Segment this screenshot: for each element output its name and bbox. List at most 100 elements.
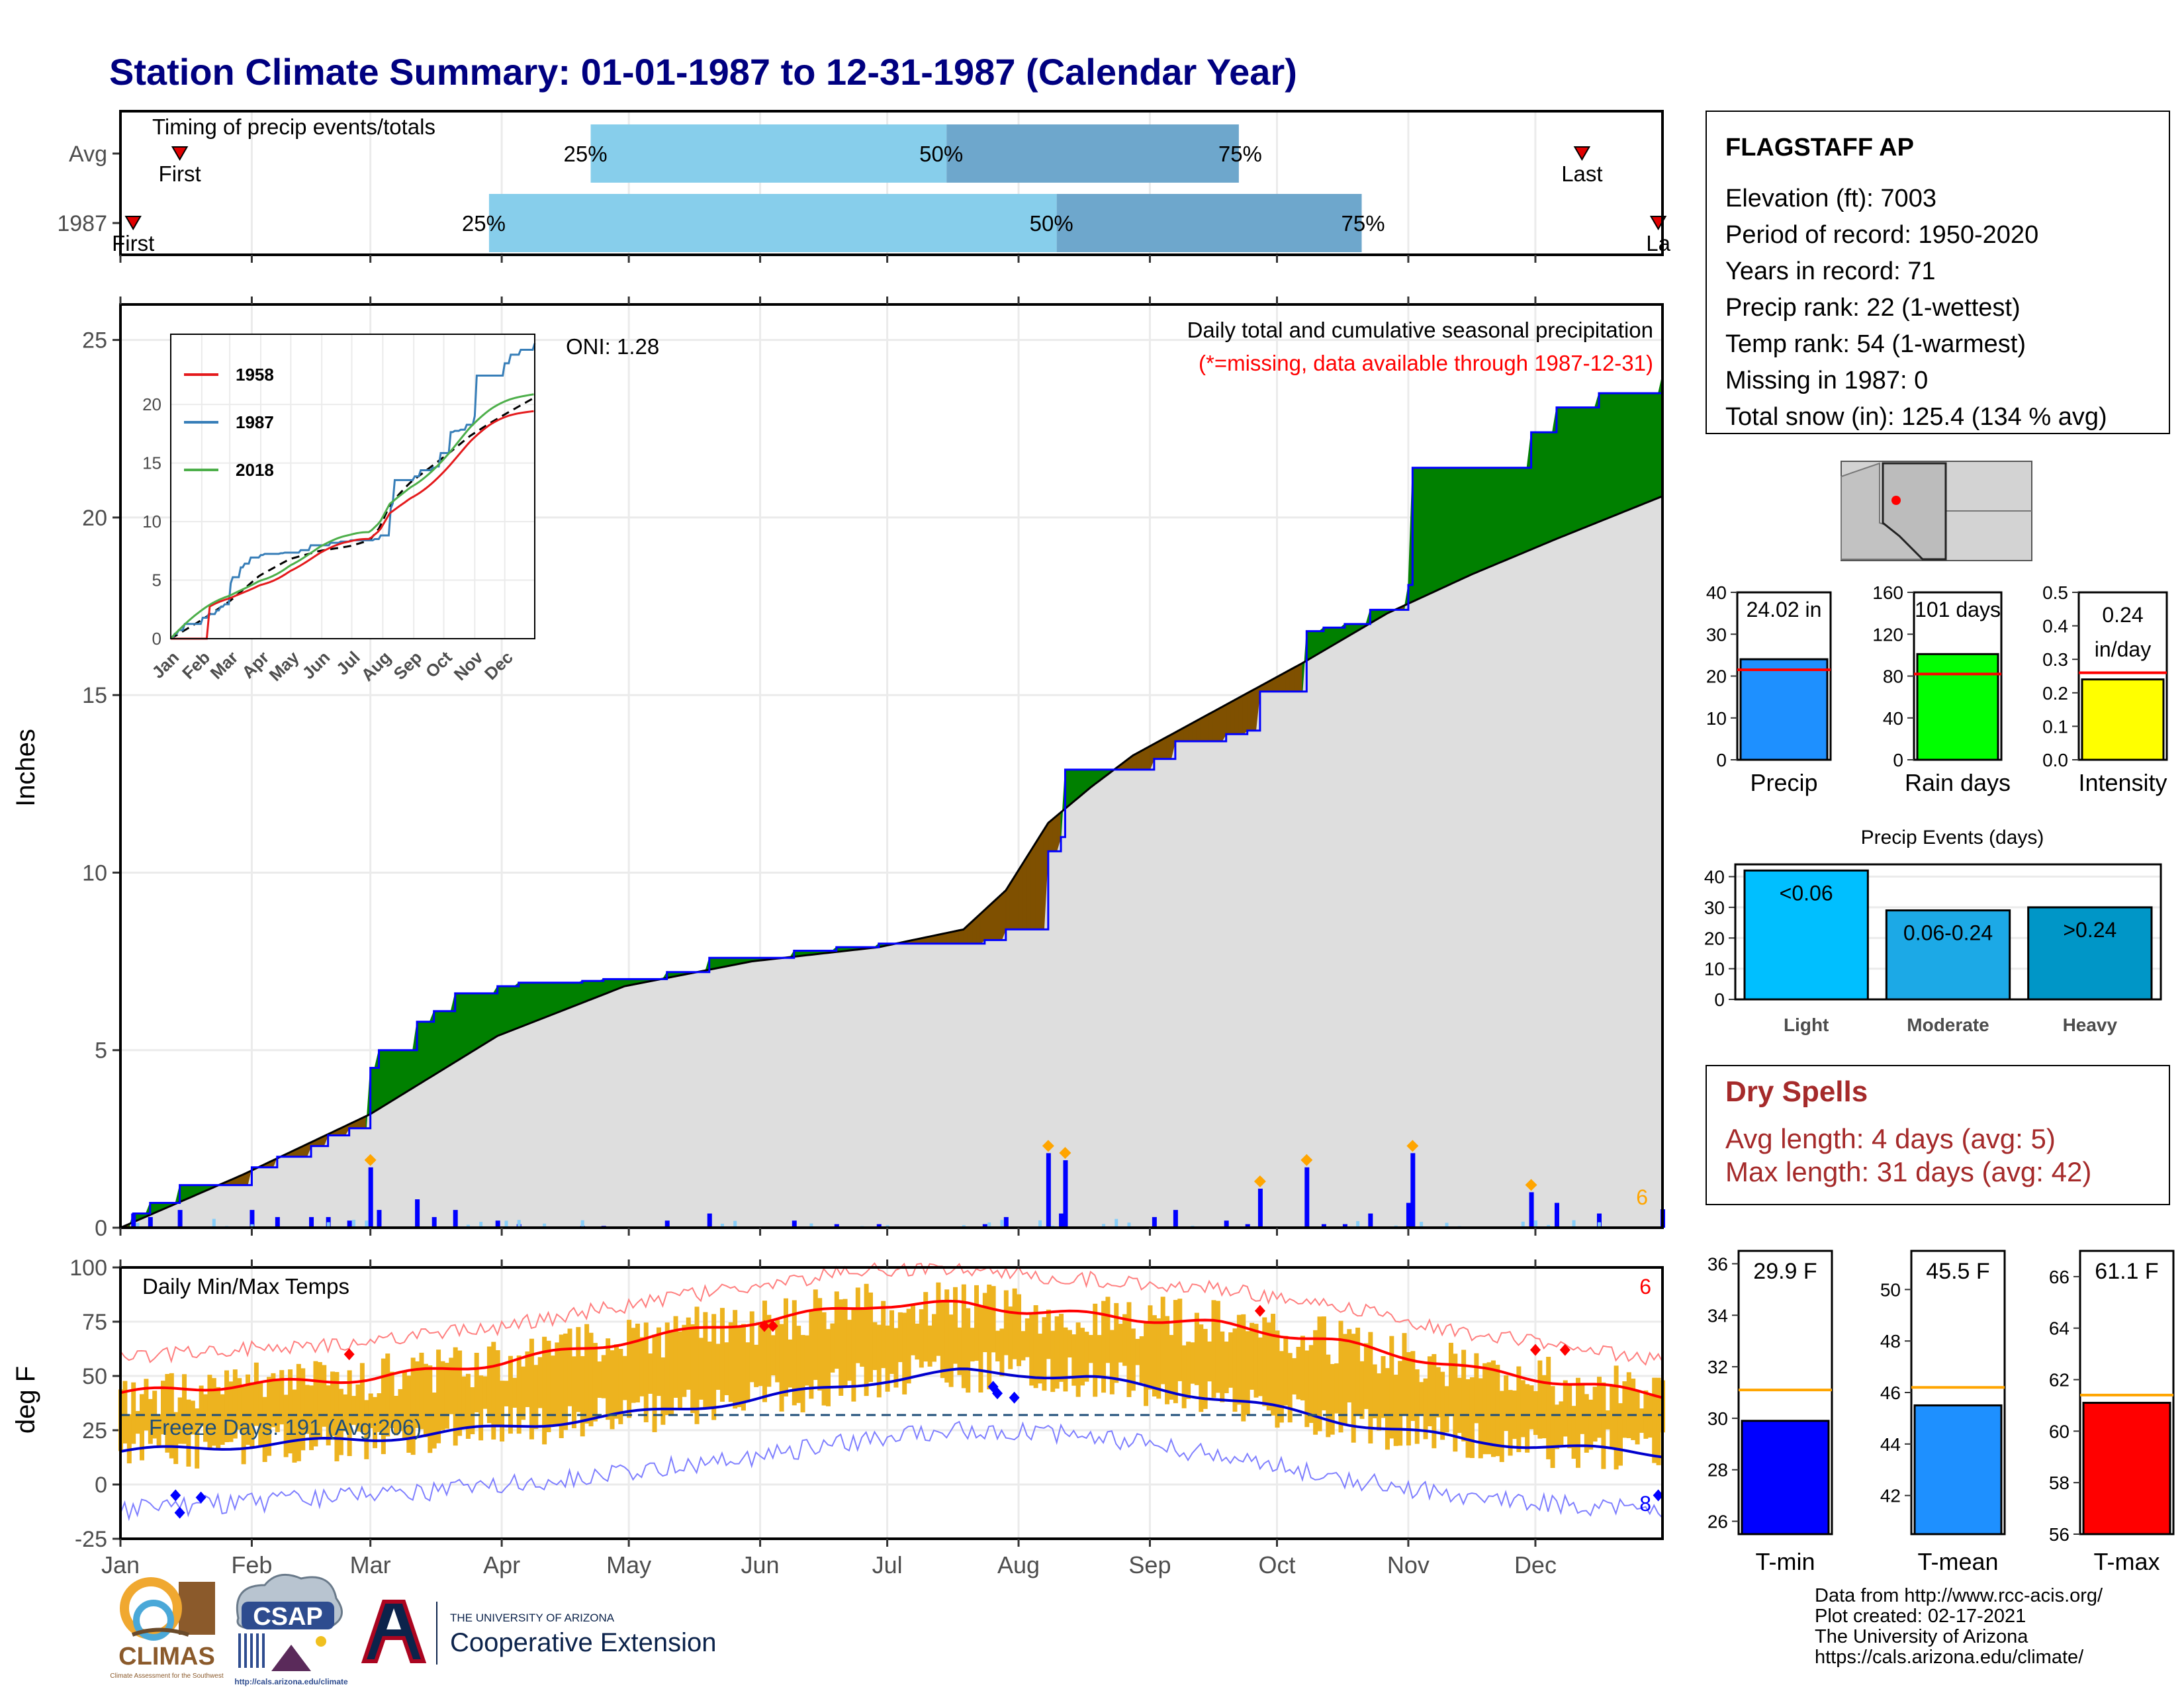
departure-segment [1539, 432, 1543, 546]
temp-summary-bar [1915, 1405, 2001, 1534]
daily-temp-range-bar [610, 1350, 615, 1429]
temp-panel-label: Daily Min/Max Temps [142, 1274, 349, 1299]
departure-segment [489, 993, 493, 1041]
departure-segment [408, 1050, 412, 1091]
events-y-tick: 0 [1714, 989, 1725, 1010]
station-detail-line: Years in record: 71 [1725, 257, 1936, 285]
daily-temp-range-bar [1597, 1377, 1602, 1438]
departure-segment [1480, 468, 1484, 571]
daily-temp-range-bar [140, 1394, 144, 1460]
departure-segment [510, 986, 514, 1031]
daily-temp-range-bar [932, 1314, 936, 1361]
departure-segment [480, 993, 484, 1046]
daily-temp-range-bar [1313, 1330, 1318, 1435]
daily-temp-range-bar [1618, 1403, 1623, 1465]
pct-50-label: 50% [1030, 211, 1073, 236]
daily-temp-range-bar [898, 1312, 903, 1362]
daily-temp-range-bar [1521, 1380, 1525, 1437]
daily-temp-range-bar [1309, 1345, 1314, 1423]
departure-segment [1518, 468, 1522, 555]
departure-segment [549, 983, 553, 1016]
departure-segment [400, 1050, 404, 1096]
daily-temp-range-bar [733, 1310, 737, 1408]
departure-segment [1586, 408, 1590, 527]
daily-temp-range-bar [758, 1325, 763, 1386]
summary-y-tick: 40 [1883, 708, 1903, 729]
daily-temp-range-bar [1025, 1318, 1030, 1357]
trace-precip-bar [212, 1219, 216, 1228]
daily-temp-range-bar [1559, 1401, 1563, 1445]
daily-temp-range-bar [482, 1377, 487, 1409]
temp-summary-y-tick: 32 [1707, 1357, 1728, 1377]
daily-temp-range-bar [983, 1293, 987, 1352]
daily-temp-range-bar [1021, 1331, 1025, 1360]
daily-temp-range-bar [1156, 1318, 1161, 1398]
temp-summary-y-tick: 64 [2049, 1318, 2070, 1339]
daily-temp-range-bar [653, 1335, 657, 1432]
timing-title: Timing of precip events/totals [152, 114, 435, 139]
daily-temp-range-bar [822, 1312, 827, 1406]
daily-temp-range-bar [864, 1284, 869, 1396]
daily-temp-range-bar [1504, 1375, 1508, 1431]
summary-y-tick: 0.0 [2042, 750, 2068, 770]
daily-temp-range-bar [1334, 1363, 1339, 1414]
daily-temp-range-bar [682, 1325, 686, 1397]
departure-segment [1230, 700, 1234, 735]
departure-segment [463, 993, 467, 1057]
daily-temp-range-bar [1551, 1386, 1555, 1468]
daily-temp-range-bar [457, 1351, 462, 1436]
daily-temp-range-bar [1262, 1317, 1267, 1406]
daily-temp-range-bar [987, 1285, 991, 1389]
departure-segment [1616, 393, 1620, 515]
daily-temp-range-bar [436, 1349, 441, 1443]
daily-temp-range-bar [1093, 1304, 1097, 1397]
freeze-days-label: Freeze Days: 191 (Avg:206) [149, 1415, 422, 1440]
temp-summary-y-tick: 44 [1880, 1434, 1901, 1455]
daily-temp-range-bar [440, 1361, 445, 1430]
departure-segment [438, 1011, 442, 1073]
daily-temp-range-bar [1385, 1368, 1390, 1449]
departure-segment [1506, 468, 1510, 561]
temp-summary-y-tick: 34 [1707, 1305, 1728, 1326]
departure-segment [502, 986, 506, 1034]
month-tick-label: Feb [231, 1551, 272, 1578]
daily-temp-range-bar [1652, 1378, 1657, 1463]
temp-summary-label: T-min [1756, 1548, 1815, 1575]
departure-segment [557, 983, 561, 1013]
daily-temp-range-bar [1466, 1379, 1471, 1458]
daily-temp-range-bar [1360, 1361, 1365, 1419]
daily-temp-range-bar [1364, 1343, 1369, 1408]
event-bar-label: <0.06 [1780, 881, 1833, 905]
daily-temp-range-bar [1161, 1297, 1165, 1384]
departure-segment [1421, 468, 1425, 598]
daily-precip-bar [1555, 1203, 1559, 1228]
daily-temp-range-bar [572, 1356, 576, 1428]
departure-segment [447, 1011, 451, 1068]
daily-temp-range-bar [796, 1326, 801, 1403]
departure-segment [442, 1011, 446, 1070]
temp-summary-y-tick: 48 [1880, 1331, 1901, 1351]
temp-summary-value: 45.5 F [1926, 1259, 1989, 1284]
daily-temp-range-bar [508, 1356, 513, 1434]
summary-y-tick: 0.4 [2042, 616, 2068, 637]
daily-precip-bar [148, 1217, 153, 1228]
departure-segment [1069, 770, 1073, 805]
daily-temp-range-bar [627, 1320, 631, 1418]
departure-segment [1544, 432, 1548, 544]
credit-line: https://cals.arizona.edu/climate/ [1815, 1647, 2084, 1668]
daily-temp-range-bar [868, 1293, 873, 1382]
departure-segment [535, 983, 539, 1021]
departure-segment [1010, 877, 1014, 929]
temp-summary-y-tick: 58 [2049, 1473, 2070, 1493]
departure-segment [1510, 468, 1514, 559]
summary-y-tick: 0 [1716, 750, 1727, 770]
temp-summary-y-tick: 26 [1707, 1512, 1728, 1532]
daily-temp-range-bar [1013, 1289, 1017, 1359]
y-tick-label: 20 [82, 506, 107, 531]
events-title: Precip Events (days) [1861, 827, 2044, 848]
daily-temp-range-bar [1297, 1347, 1301, 1399]
departure-segment [1484, 468, 1488, 569]
departure-segment [1641, 393, 1645, 504]
daily-temp-range-bar [1089, 1335, 1093, 1363]
